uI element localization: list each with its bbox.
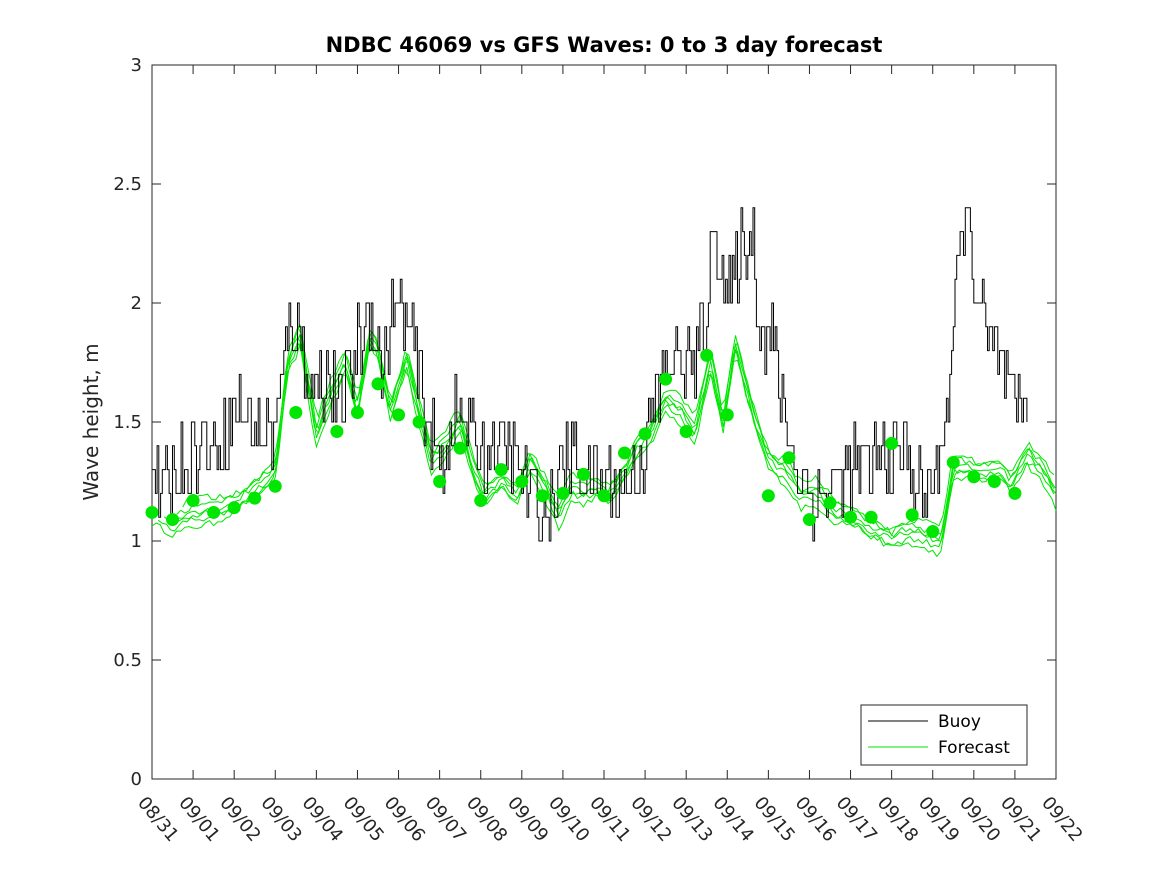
axes-box [151,64,1057,780]
forecast-marker-point [823,496,837,510]
forecast-marker-point [946,455,960,469]
forecast-marker-point [412,415,426,429]
forecast-run-line [170,336,1055,541]
forecast-marker-point [535,489,549,503]
forecast-markers [145,348,1022,538]
forecast-marker-point [248,491,262,505]
forecast-marker-point [659,372,673,386]
forecast-marker-point [905,508,919,522]
legend-box [860,704,1028,766]
forecast-marker-point [885,436,899,450]
forecast-marker-point [392,408,406,422]
buoy-line [152,207,1028,542]
forecast-marker-point [371,377,385,391]
forecast-marker-point [576,467,590,481]
forecast-marker-point [166,513,180,527]
y-tick-label: 3 [131,55,142,76]
forecast-marker-point [186,494,200,508]
forecast-run-line [182,325,1055,530]
chart-title: NDBC 46069 vs GFS Waves: 0 to 3 day fore… [326,33,883,57]
forecast-marker-point [556,486,570,500]
forecast-marker-point [268,479,282,493]
y-tick-label: 2 [131,293,142,314]
forecast-marker-point [926,524,940,538]
forecast-marker-point [802,513,816,527]
forecast-marker-point [227,501,241,515]
forecast-marker-point [761,489,775,503]
forecast-marker-point [350,405,364,419]
forecast-marker-point [207,505,221,519]
forecast-marker-point [597,489,611,503]
forecast-marker-point [679,425,693,439]
forecast-marker-point [864,510,878,524]
y-tick-label: 2.5 [113,174,142,195]
y-tick-label: 0.5 [113,650,142,671]
forecast-marker-point [453,441,467,455]
forecast-marker-point [638,427,652,441]
forecast-marker-point [515,475,529,488]
forecast-marker-point [844,510,858,524]
y-tick-label: 1.5 [113,412,142,433]
forecast-marker-point [1008,486,1022,500]
forecast-marker-point [289,405,303,419]
forecast-marker-point [474,494,488,508]
forecast-marker-point [720,408,734,422]
legend-forecast-label: Forecast [938,738,1010,758]
forecast-marker-point [433,475,447,488]
plot-area [145,64,1057,780]
forecast-marker-point [145,505,159,519]
forecast-marker-point [987,475,1001,488]
forecast-marker-point [494,463,508,477]
legend-buoy-label: Buoy [938,712,981,732]
y-axis-label: Wave height, m [79,343,103,500]
y-tick-label: 0 [131,769,142,790]
forecast-marker-point [782,451,796,465]
forecast-marker-point [700,348,714,362]
forecast-marker-point [330,425,344,439]
y-tick-label: 1 [131,531,142,552]
buoy-series [152,207,1028,542]
y-axis: 0 0.5 1 1.5 2 2.5 3 [113,55,1056,790]
forecast-marker-point [967,470,981,484]
legend: Buoy Forecast [860,704,1028,766]
forecast-marker-point [618,446,632,460]
